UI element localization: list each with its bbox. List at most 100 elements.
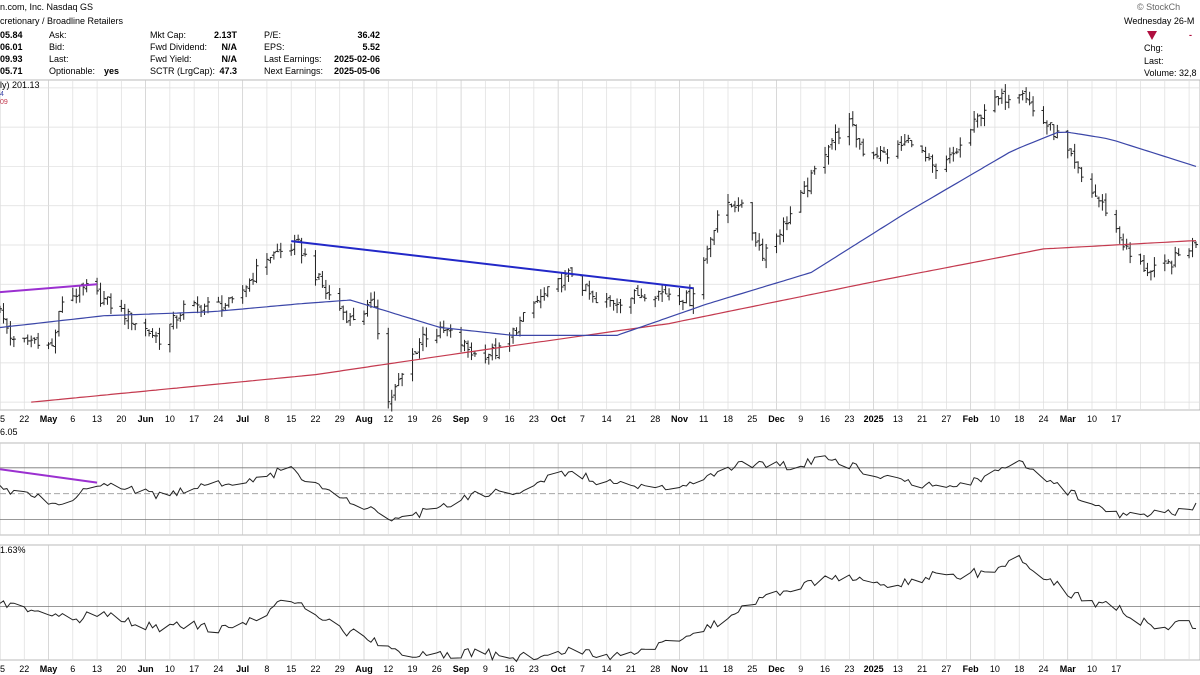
ohlc-bar	[147, 329, 152, 337]
x-tick-label-bottom: 9	[483, 664, 488, 674]
ohlc-bar	[663, 285, 668, 295]
ohlc-bar	[143, 318, 148, 337]
ohlc-bar	[192, 300, 197, 307]
x-tick-label-bottom: 24	[213, 664, 223, 674]
x-tick-label: Mar	[1060, 414, 1077, 424]
ohlc-bar	[1055, 124, 1060, 139]
x-tick-label-bottom: 8	[264, 664, 269, 674]
x-tick-label: 9	[798, 414, 803, 424]
ohlc-bar	[944, 155, 949, 173]
ohlc-bar	[320, 270, 325, 288]
x-tick-label: Jun	[138, 414, 154, 424]
ma-legend-small-1: 4	[0, 91, 4, 98]
ohlc-bar	[244, 285, 249, 298]
x-tick-label: 27	[941, 414, 951, 424]
x-tick-label: 14	[602, 414, 612, 424]
resistance-trendline	[291, 240, 694, 290]
x-tick-label: 26	[432, 414, 442, 424]
ohlc-bar	[133, 323, 138, 331]
x-tick-label: 22	[310, 414, 320, 424]
x-tick-label-bottom: Aug	[355, 664, 373, 674]
ohlc-bar	[587, 280, 592, 300]
ohlc-bar	[1020, 90, 1025, 101]
ohlc-bar	[1166, 259, 1171, 264]
ohlc-bar	[122, 303, 127, 325]
volume-label: Volume: 32,8	[1144, 68, 1197, 78]
ohlc-bar	[167, 323, 172, 353]
x-tick-label: 12	[383, 414, 393, 424]
ohlc-bar	[556, 277, 561, 293]
x-tick-label: 8	[264, 414, 269, 424]
x-tick-label-bottom: Jun	[138, 664, 154, 674]
ohlc-bar	[1128, 242, 1133, 264]
x-tick-label: 25	[747, 414, 757, 424]
x-tick-label: Sep	[453, 414, 470, 424]
ohlc-bar	[635, 285, 640, 296]
ohlc-bar	[174, 315, 179, 329]
x-tick-label-bottom: 23	[529, 664, 539, 674]
ohlc-bar	[108, 293, 113, 314]
ohlc-bar	[545, 286, 550, 298]
ohlc-bar	[972, 111, 977, 133]
ohlc-bar	[171, 311, 176, 330]
ohlc-open: 05.84	[0, 30, 23, 40]
ohlc-bar	[46, 342, 51, 350]
ohlc-bar	[337, 287, 342, 311]
ohlc-bar	[8, 321, 13, 346]
ohlc-bar	[680, 299, 685, 311]
ohlc-bar	[1114, 209, 1119, 233]
x-tick-label-bottom: 17	[1111, 664, 1121, 674]
ohlc-bar	[226, 297, 231, 308]
change-value: -	[1189, 30, 1192, 40]
ohlc-bar	[521, 312, 526, 322]
ohlc-bar	[611, 299, 616, 311]
ohlc-bar	[639, 288, 644, 299]
x-tick-label-bottom: 18	[1014, 664, 1024, 674]
ohlc-bar	[542, 287, 547, 301]
fwd-yield-value: N/A	[221, 54, 238, 64]
ohlc-bar	[4, 318, 9, 334]
ohlc-bar	[1194, 241, 1198, 248]
x-tick-label-bottom: 22	[19, 664, 29, 674]
ohlc-bar	[531, 301, 536, 319]
ohlc-bar	[102, 291, 106, 306]
ohlc-bar	[344, 310, 349, 324]
ohlc-bar	[805, 177, 810, 198]
ohlc-bar	[871, 151, 876, 160]
x-tick-label-bottom: 21	[626, 664, 636, 674]
ohlc-bar	[264, 253, 269, 275]
x-tick-label-bottom: 6	[70, 664, 75, 674]
sector-label: cretionary / Broadline Retailers	[0, 16, 124, 26]
x-tick-label: 29	[335, 414, 345, 424]
ohlc-bar	[438, 321, 443, 339]
ohlc-bar	[823, 146, 828, 174]
x-tick-label: 13	[893, 414, 903, 424]
ohlc-bar	[1024, 87, 1029, 103]
company-title: n.com, Inc. Nasdaq GS	[0, 2, 94, 12]
ohlc-bar	[909, 139, 914, 148]
ohlc-bar	[119, 299, 124, 312]
x-tick-label: Dec	[768, 414, 785, 424]
ohlc-bar	[372, 291, 377, 308]
x-tick-label: Nov	[671, 414, 688, 424]
x-tick-label-bottom: Jul	[236, 664, 249, 674]
ohlc-bar	[490, 343, 495, 361]
x-tick-label: 13	[92, 414, 102, 424]
ohlc-bar	[899, 136, 904, 151]
ohlc-bar	[11, 336, 16, 348]
ohlc-bar	[992, 89, 997, 113]
fwd-yield-label: Fwd Yield:	[150, 54, 192, 64]
x-tick-label: 2025	[864, 414, 884, 424]
x-tick-label: 15	[0, 414, 5, 424]
x-tick-label-bottom: 11	[699, 664, 708, 674]
ohlc-bar	[70, 287, 75, 302]
ohlc-bar	[1041, 106, 1046, 124]
ohlc-bar	[750, 202, 755, 241]
ohlc-bar	[781, 217, 786, 243]
ohlc-bar	[441, 320, 446, 334]
ohlc-bar	[667, 288, 672, 301]
x-tick-label-bottom: 7	[580, 664, 585, 674]
ohlc-bar	[1187, 248, 1192, 259]
ohlc-bar	[757, 233, 762, 251]
ohlc-high: 06.01	[0, 42, 23, 52]
